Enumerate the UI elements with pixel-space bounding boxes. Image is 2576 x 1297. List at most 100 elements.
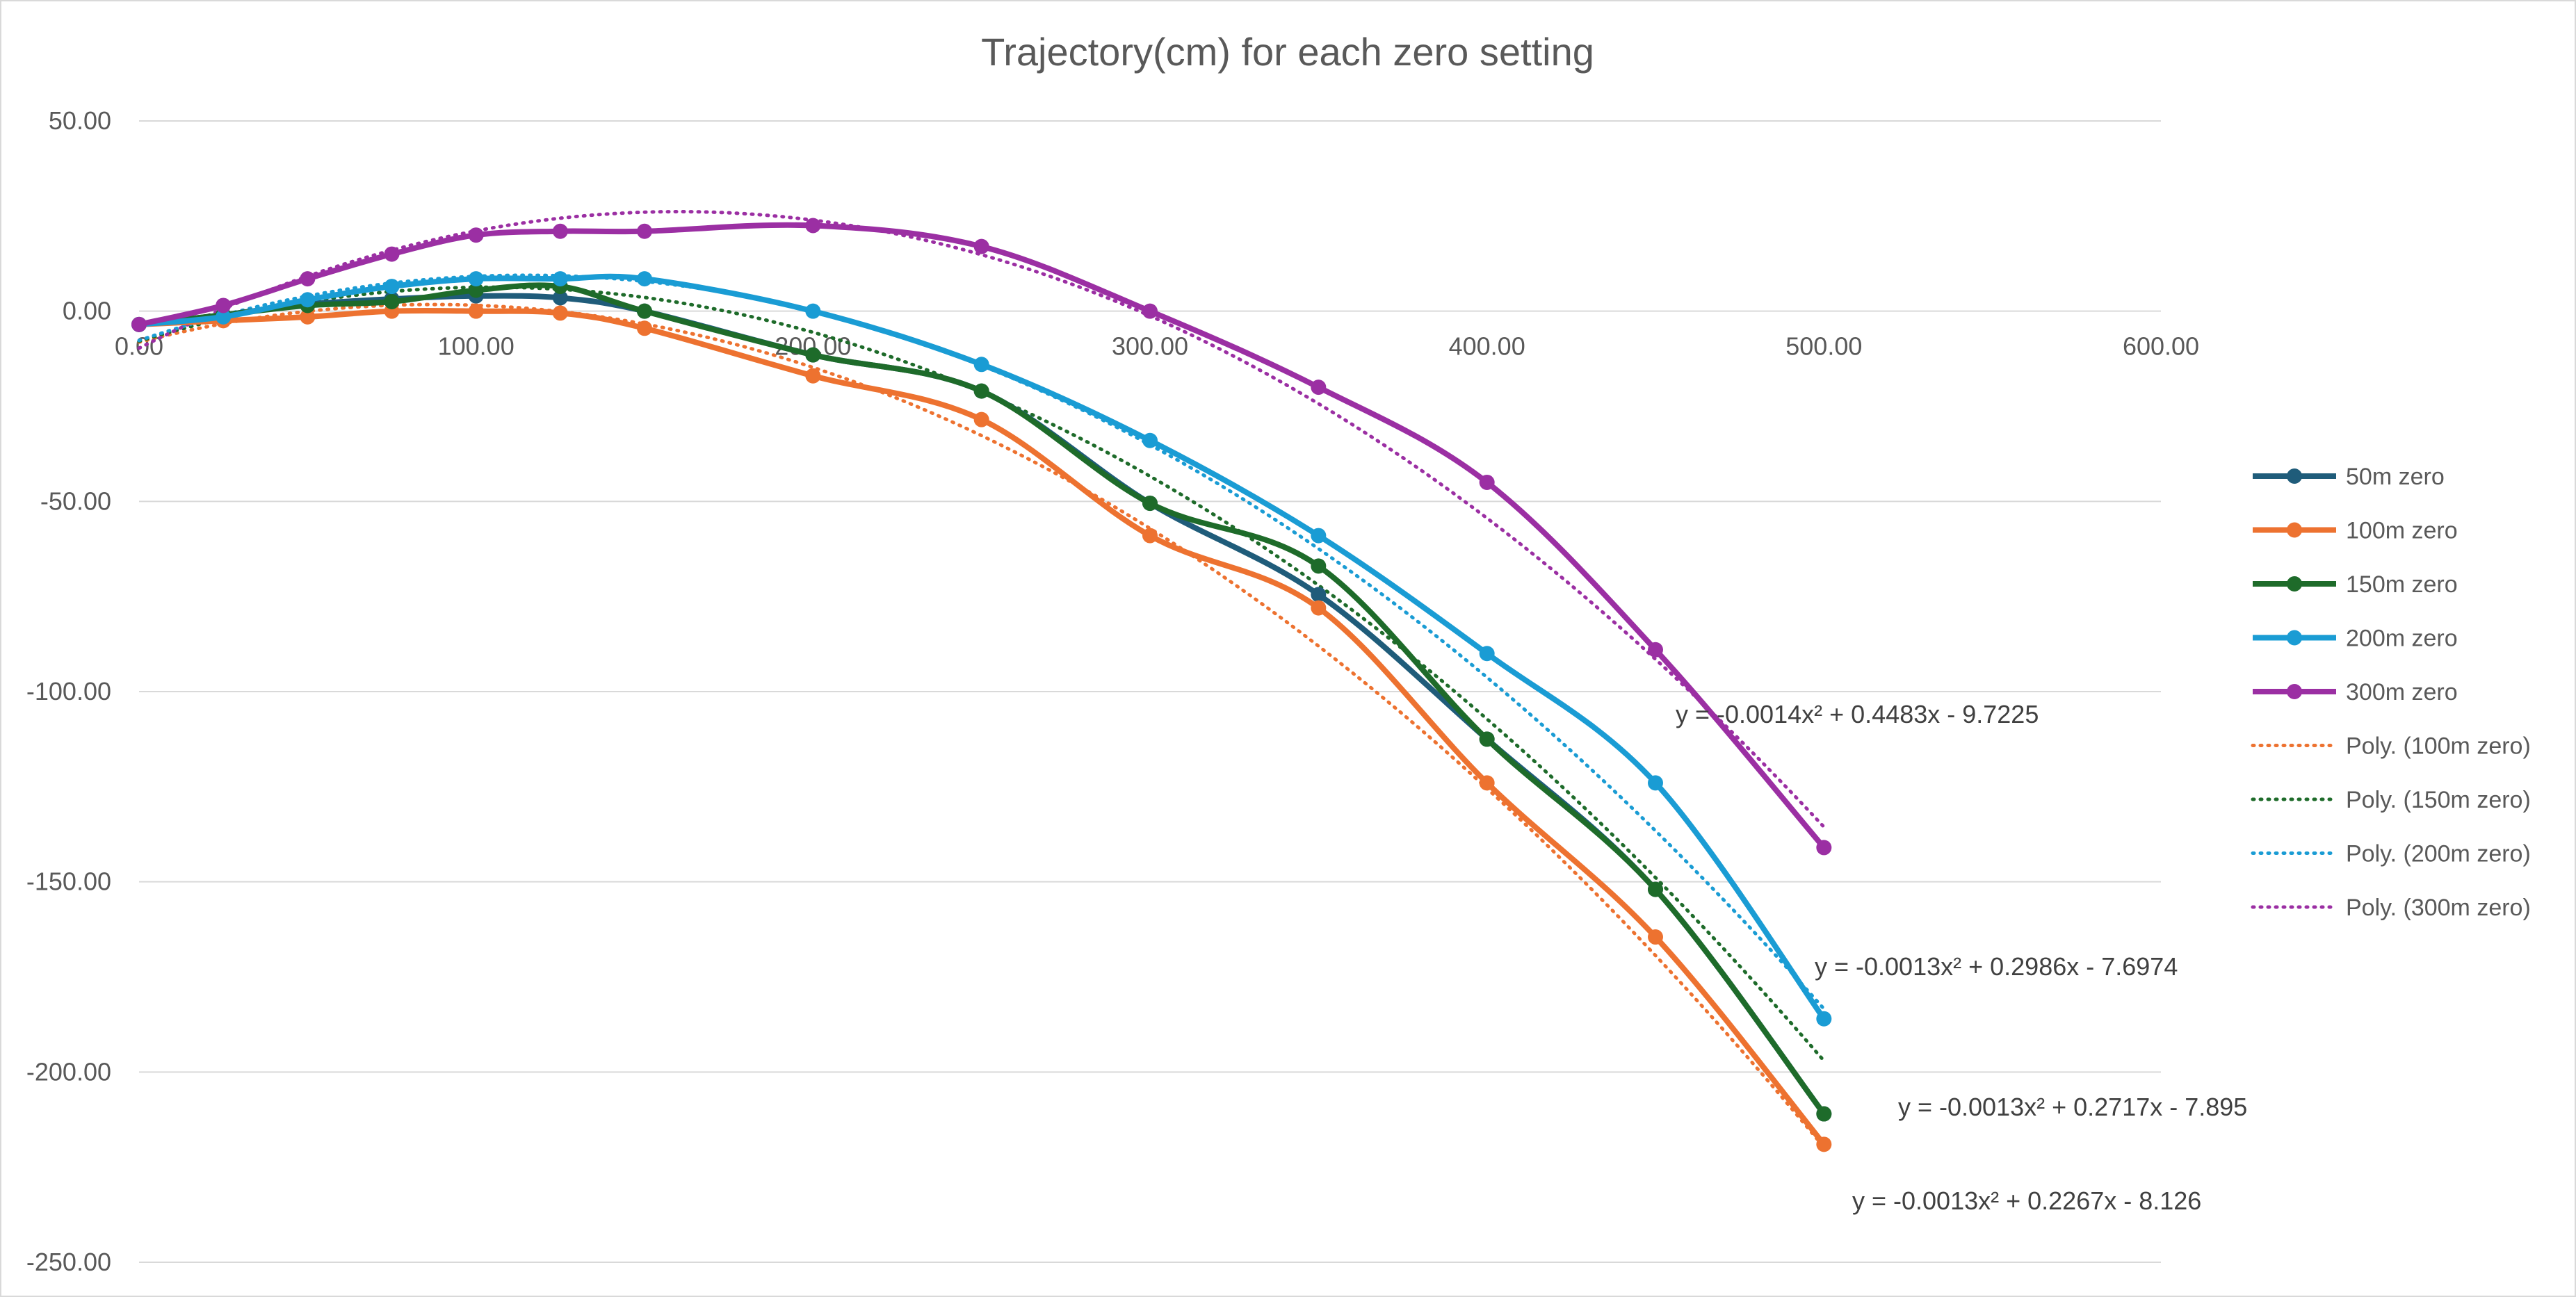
trendline-equation: y = -0.0013x² + 0.2717x - 7.895 [1898, 1093, 2247, 1121]
legend-item: 50m zero [2253, 464, 2445, 490]
legend-marker [2287, 522, 2302, 538]
data-point [216, 297, 232, 313]
series-line [138, 273, 1826, 1021]
legend-label: Poly. (150m zero) [2346, 787, 2531, 813]
legend-item: 100m zero [2253, 518, 2458, 544]
legend-label: Poly. (200m zero) [2346, 841, 2531, 867]
data-point [1816, 840, 1832, 856]
data-point [1816, 1106, 1832, 1122]
data-point [973, 238, 989, 254]
data-point [552, 271, 568, 287]
data-point [552, 305, 568, 321]
series-line [138, 282, 1826, 1116]
data-point [468, 271, 484, 287]
legend-marker [2287, 684, 2302, 699]
data-point [552, 223, 568, 239]
legend-label: 200m zero [2346, 626, 2458, 652]
series-line [138, 307, 1826, 1146]
data-point [216, 309, 232, 325]
data-point [1479, 646, 1495, 662]
data-point [1648, 775, 1663, 791]
legend-item: 150m zero [2253, 571, 2458, 598]
trendline-equation: y = -0.0013x² + 0.2267x - 8.126 [1852, 1186, 2201, 1215]
x-tick-label: 300.00 [1112, 332, 1188, 361]
legend-item: Poly. (200m zero) [2251, 841, 2531, 867]
data-point [973, 383, 989, 399]
data-point [300, 309, 316, 325]
trendline [137, 302, 1826, 1150]
legend-label: Poly. (100m zero) [2346, 733, 2531, 760]
data-point [468, 303, 484, 319]
data-point [468, 227, 484, 243]
data-point [805, 218, 821, 234]
trendline [137, 209, 1826, 829]
data-point [384, 279, 400, 295]
data-point [552, 290, 568, 306]
data-point [1311, 587, 1327, 603]
trendline-equation: y = -0.0013x² + 0.2986x - 7.6974 [1815, 952, 2178, 981]
legend-item: 300m zero [2253, 679, 2458, 705]
data-point [973, 357, 989, 373]
y-tick-label: -200.00 [26, 1057, 111, 1086]
data-point [384, 246, 400, 262]
x-tick-label: 100.00 [438, 332, 515, 361]
data-point [300, 271, 316, 287]
legend: 50m zero 100m zero 150m zero 200m zero 300m … [2251, 464, 2531, 921]
x-tick-label: 500.00 [1785, 332, 1862, 361]
data-point [1816, 1011, 1832, 1027]
x-tick-label: 400.00 [1449, 332, 1525, 361]
data-point [131, 316, 147, 332]
data-point [1142, 528, 1158, 544]
legend-item: Poly. (100m zero) [2251, 733, 2531, 760]
data-point [1479, 474, 1495, 490]
x-tick-label: 600.00 [2123, 332, 2199, 361]
legend-marker [2287, 576, 2302, 592]
legend-label: 50m zero [2346, 464, 2445, 490]
y-tick-label: 0.00 [63, 297, 111, 325]
legend-label: 150m zero [2346, 571, 2458, 598]
legend-label: 100m zero [2346, 518, 2458, 544]
x-axis: 0.00 100.00 200.00 300.00 400.00 500.00 600.00 [115, 332, 2199, 361]
trendline [137, 285, 1826, 1063]
data-point [1142, 432, 1158, 448]
data-point [805, 368, 821, 384]
data-point [805, 303, 821, 319]
data-point [384, 293, 400, 309]
trendline [137, 273, 1826, 1011]
legend-label: Poly. (300m zero) [2346, 895, 2531, 921]
y-tick-label: 50.00 [49, 106, 111, 135]
data-point [468, 282, 484, 298]
data-point [1311, 380, 1327, 395]
data-point [973, 411, 989, 427]
trendline-equations: y = -0.0013x² + 0.2267x - 8.126 y = -0.00… [1676, 700, 2247, 1215]
data-point [1311, 600, 1327, 616]
chart-title: Trajectory(cm) for each zero setting [981, 30, 1594, 74]
legend-item: Poly. (300m zero) [2251, 895, 2531, 921]
data-point [1142, 303, 1158, 319]
y-axis-labels: 50.00 0.00 -50.00 -100.00 -150.00 -200.00 -250… [26, 106, 111, 1276]
data-point [805, 347, 821, 363]
legend-marker [2287, 468, 2302, 484]
y-tick-label: -50.00 [40, 487, 111, 515]
data-point [1311, 558, 1327, 574]
legend-item: 200m zero [2253, 626, 2458, 652]
data-point [1142, 496, 1158, 512]
data-point [1479, 731, 1495, 747]
data-point [1479, 775, 1495, 791]
series-line [138, 222, 1826, 850]
data-point [637, 223, 652, 239]
data-point [637, 303, 652, 319]
y-tick-label: -150.00 [26, 867, 111, 896]
data-point [1648, 881, 1663, 897]
legend-item: Poly. (150m zero) [2251, 787, 2531, 813]
y-tick-label: -250.00 [26, 1248, 111, 1276]
trendlines [137, 209, 1826, 1150]
data-point [1648, 929, 1663, 945]
data-point [637, 320, 652, 336]
legend-label: 300m zero [2346, 679, 2458, 705]
legend-marker [2287, 630, 2302, 646]
data-point [637, 271, 652, 287]
series-lines [131, 218, 1832, 1152]
